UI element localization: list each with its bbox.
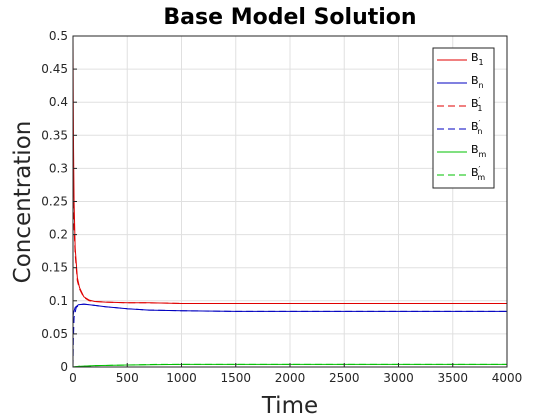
y-tick-label: 0.1 (49, 294, 68, 308)
x-tick-label: 4000 (492, 371, 523, 385)
legend-entry: B′ 1 (471, 96, 482, 113)
series-line-b1-prime (72, 168, 507, 304)
legend-entry: B′ m (471, 165, 485, 182)
legend-entry: Bn (471, 74, 484, 90)
y-tick-label: 0.35 (41, 128, 68, 142)
y-tick-label: 0.3 (49, 161, 68, 175)
axis-ticks: 0 500 1000 1500 2000 2500 3000 3500 4000 0 0.05 0.1… (41, 29, 522, 385)
x-axis-label: Time (261, 393, 318, 419)
y-tick-label: 0.4 (49, 95, 68, 109)
plot-series (72, 35, 507, 368)
y-axis-label: Concentration (10, 121, 36, 284)
y-tick-label: 0.15 (41, 261, 68, 275)
x-tick-label: 2000 (275, 371, 306, 385)
legend-entry: B′ n (471, 119, 482, 136)
x-tick-label: 0 (69, 371, 77, 385)
x-tick-label: 500 (116, 371, 139, 385)
series-line-bn-prime (72, 303, 507, 368)
legend-entry: B1 (471, 51, 484, 67)
y-tick-label: 0.5 (49, 29, 68, 43)
series-line-bm-prime (72, 363, 507, 368)
y-tick-label: 0.45 (41, 62, 68, 76)
x-tick-label: 3000 (383, 371, 414, 385)
x-tick-label: 2500 (329, 371, 360, 385)
legend-box (432, 47, 495, 189)
x-tick-label: 1000 (166, 371, 197, 385)
y-tick-label: 0.2 (49, 228, 68, 242)
y-tick-label: 0.25 (41, 195, 68, 209)
legend: B1 Bn B′ 1 B′ n Bm B′ m (432, 47, 495, 189)
x-tick-label: 3500 (437, 371, 468, 385)
chart-title: Base Model Solution (163, 5, 416, 30)
x-tick-label: 1500 (220, 371, 251, 385)
y-tick-label: 0 (60, 360, 68, 374)
y-tick-label: 0.05 (41, 327, 68, 341)
legend-entry: Bm (471, 143, 487, 159)
